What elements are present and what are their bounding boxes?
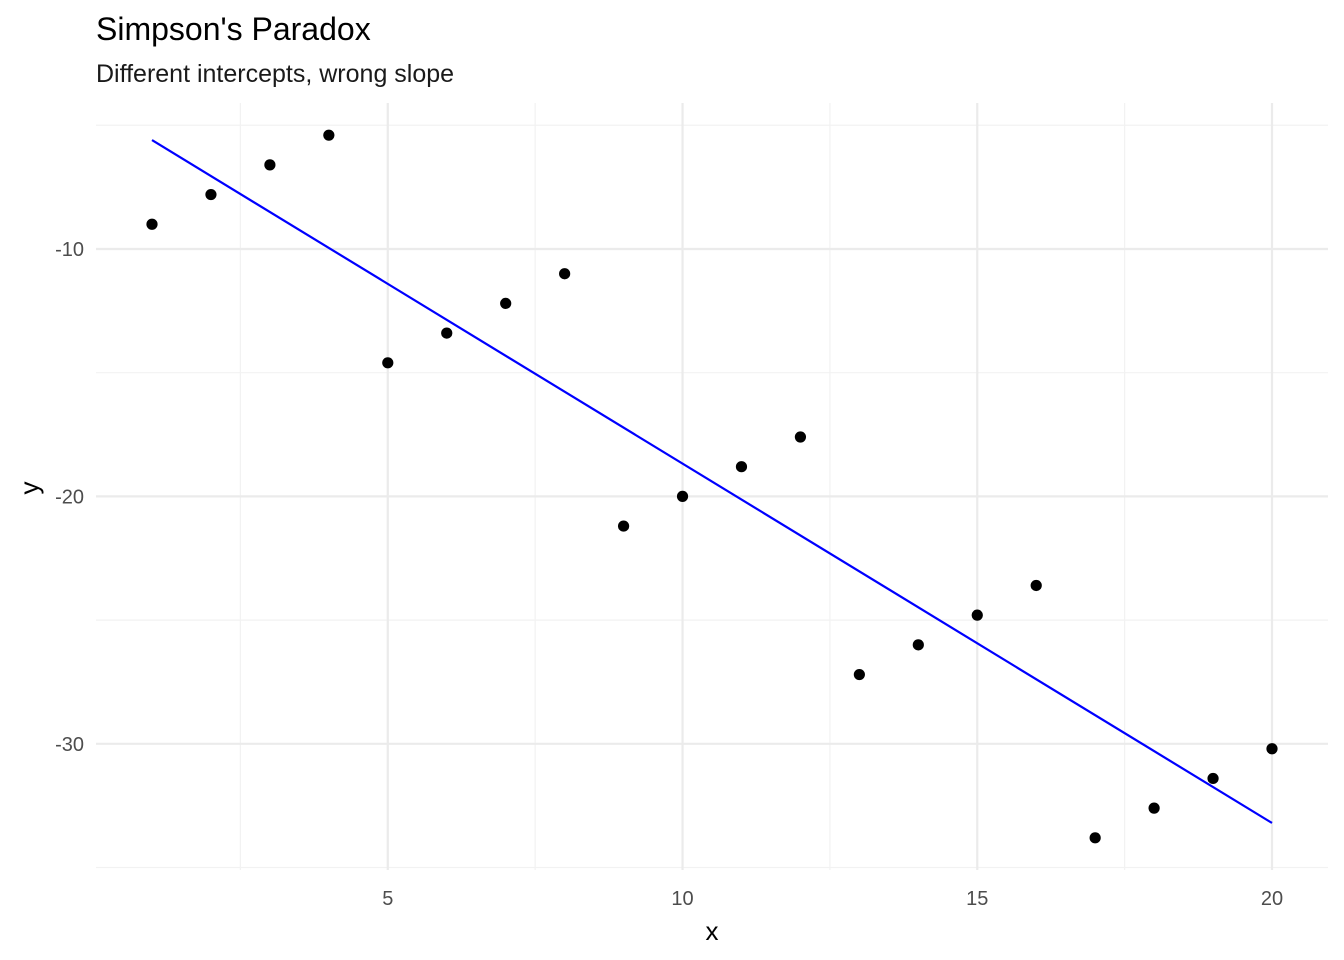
x-tick-label: 10 [671, 888, 693, 910]
x-tick-label: 20 [1261, 888, 1283, 910]
x-tick-label: 15 [966, 888, 988, 910]
x-axis-title: x [706, 916, 719, 946]
data-point [559, 268, 571, 280]
data-point [264, 159, 276, 171]
y-axis-title: y [14, 482, 44, 495]
minor-gridlines [96, 103, 1328, 870]
data-point [441, 327, 453, 339]
data-point [1030, 579, 1042, 592]
data-point [146, 218, 158, 230]
data-point [323, 129, 335, 141]
y-tick-label: -20 [55, 486, 84, 508]
regression-line-layer [151, 139, 1273, 824]
data-point [971, 609, 983, 621]
regression-line [151, 139, 1273, 824]
x-tick-label: 5 [382, 888, 393, 910]
y-axis-ticks: -10 -20 -30 [55, 239, 84, 756]
x-axis-ticks: 5 10 15 20 [382, 888, 1283, 910]
data-point [1266, 743, 1278, 755]
data-point [1148, 802, 1160, 814]
data-point [853, 668, 865, 681]
major-gridlines [96, 103, 1328, 870]
data-point [500, 297, 512, 310]
data-point [912, 639, 924, 651]
y-tick-label: -30 [55, 734, 84, 756]
data-point [1089, 832, 1101, 844]
data-point [794, 431, 807, 443]
data-point [617, 520, 630, 532]
data-point [676, 490, 689, 502]
chart-title: Simpson's Paradox [96, 11, 371, 47]
data-point [735, 461, 748, 473]
data-point [382, 357, 394, 369]
data-point [205, 188, 217, 201]
scatter-points [146, 129, 1278, 844]
data-point [1207, 772, 1219, 785]
chart-subtitle: Different intercepts, wrong slope [96, 60, 454, 88]
y-tick-label: -10 [55, 239, 84, 261]
